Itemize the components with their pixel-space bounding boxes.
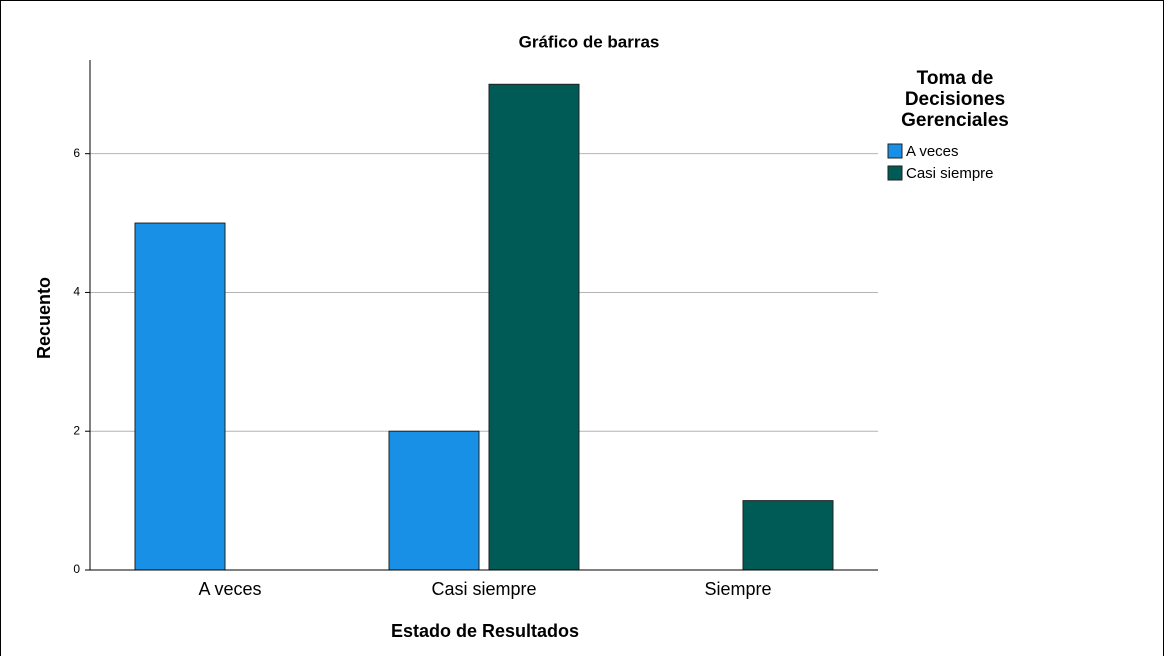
y-tick-label: 2 bbox=[73, 423, 80, 437]
y-tick-label: 4 bbox=[73, 285, 80, 299]
legend-swatch bbox=[887, 165, 903, 181]
legend-label: A veces bbox=[906, 143, 959, 160]
bar bbox=[388, 430, 480, 571]
bar bbox=[134, 222, 226, 571]
bar bbox=[488, 83, 580, 571]
bar bbox=[742, 500, 834, 571]
x-axis-label: Estado de Resultados bbox=[391, 621, 579, 641]
x-tick-label: Siempre bbox=[704, 579, 771, 599]
y-tick-label: 6 bbox=[73, 146, 80, 160]
legend-label: Casi siempre bbox=[906, 165, 994, 182]
x-tick-label: Casi siempre bbox=[431, 579, 536, 599]
chart-title: Gráfico de barras bbox=[519, 32, 660, 51]
x-tick-label: A veces bbox=[198, 579, 261, 599]
legend-title: Toma de Decisiones Gerenciales bbox=[901, 68, 1009, 131]
y-axis-label: Recuento bbox=[34, 277, 54, 359]
y-tick-label: 0 bbox=[73, 562, 80, 576]
legend-swatch bbox=[887, 143, 903, 159]
